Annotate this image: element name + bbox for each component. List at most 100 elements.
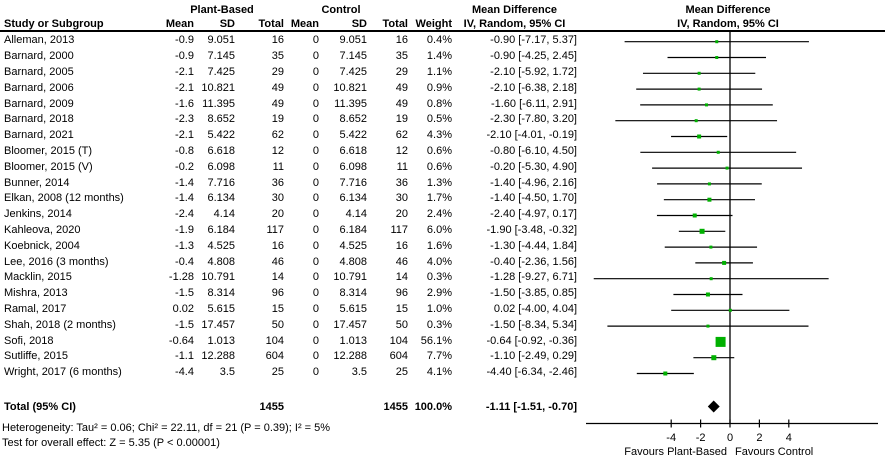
md-ci: -4.40 [-6.34, -2.46] bbox=[486, 366, 578, 379]
c-mean: 0 bbox=[312, 129, 319, 142]
pb-mean: -1.28 bbox=[168, 271, 194, 284]
study-name: Barnard, 2018 bbox=[4, 113, 74, 126]
axis-tick-label: -2 bbox=[696, 432, 706, 444]
header-separator bbox=[0, 30, 885, 32]
column-header-row: Study or Subgroup Mean SD Total Mean SD … bbox=[0, 17, 577, 31]
c-sd: 5.615 bbox=[339, 303, 367, 315]
md-ci: -1.28 [-9.27, 6.71] bbox=[490, 271, 577, 284]
pb-total: 30 bbox=[271, 192, 284, 205]
effect-marker bbox=[699, 228, 705, 234]
study-row: Barnard, 2005 -2.1 7.425 29 0 7.425 29 1.1% -2.1… bbox=[0, 65, 577, 81]
c-sd: 17.457 bbox=[333, 318, 367, 331]
pb-total: 35 bbox=[271, 50, 284, 63]
effect-marker bbox=[711, 355, 717, 361]
plot-title: Mean Difference bbox=[686, 4, 771, 16]
heterogeneity-note: Heterogeneity: Tau² = 0.06; Chi² = 22.11… bbox=[2, 422, 331, 434]
overall-effect-note: Test for overall effect: Z = 5.35 (P < 0… bbox=[2, 437, 220, 449]
c-sd: 7.716 bbox=[339, 176, 367, 189]
c-sd: 6.184 bbox=[339, 224, 367, 236]
pb-mean: -0.9 bbox=[175, 34, 194, 47]
c-total: 12 bbox=[395, 145, 408, 157]
pb-mean: -1.3 bbox=[175, 239, 194, 252]
weight: 4.1% bbox=[426, 366, 452, 379]
weight: 0.3% bbox=[426, 271, 452, 284]
effect-marker bbox=[715, 40, 719, 44]
c-mean: 0 bbox=[312, 239, 319, 252]
c-total: 14 bbox=[395, 271, 408, 284]
pb-total: 62 bbox=[271, 129, 284, 142]
md-ci: -0.40 [-2.36, 1.56] bbox=[490, 255, 577, 268]
study-row: Mishra, 2013 -1.5 8.314 96 0 8.314 96 2.9% -1.50… bbox=[0, 286, 577, 302]
c-mean: 0 bbox=[312, 224, 319, 236]
effect-marker bbox=[697, 71, 701, 75]
total-c-n: 1455 bbox=[383, 400, 408, 413]
c-mean: 0 bbox=[312, 50, 319, 63]
study-name: Bloomer, 2015 (V) bbox=[4, 160, 93, 173]
study-row: Bloomer, 2015 (V) -0.2 6.098 11 0 6.098 11 0.6%… bbox=[0, 160, 577, 176]
weight: 1.3% bbox=[426, 176, 452, 189]
c-sd: 7.145 bbox=[339, 50, 367, 63]
total-md-ci: -1.11 [-1.51, -0.70] bbox=[485, 400, 577, 413]
pb-total: 49 bbox=[271, 97, 284, 110]
pb-total: 36 bbox=[271, 176, 284, 189]
weight: 0.4% bbox=[426, 34, 452, 47]
pb-total: 50 bbox=[271, 318, 284, 331]
study-row: Alleman, 2013 -0.9 9.051 16 0 9.051 16 0.4% -0.9… bbox=[0, 33, 577, 49]
study-name: Bloomer, 2015 (T) bbox=[4, 145, 93, 157]
pb-mean: -1.5 bbox=[175, 318, 194, 331]
study-name: Bunner, 2014 bbox=[4, 176, 70, 189]
study-name: Macklin, 2015 bbox=[4, 271, 72, 284]
c-mean: 0 bbox=[312, 318, 319, 331]
pb-sd-col-header: SD bbox=[219, 17, 235, 30]
c-sd: 5.422 bbox=[339, 129, 367, 142]
md-ci: -1.30 [-4.44, 1.84] bbox=[490, 239, 577, 252]
study-row: Ramal, 2017 0.02 5.615 15 0 5.615 15 1.0% 0.02 [… bbox=[0, 302, 577, 318]
pb-sd: 6.134 bbox=[207, 192, 235, 205]
study-row: Barnard, 2000 -0.9 7.145 35 0 7.145 35 1.4% -0.9… bbox=[0, 49, 577, 65]
pb-sd: 3.5 bbox=[219, 366, 235, 379]
c-mean: 0 bbox=[312, 271, 319, 284]
pb-sd: 8.314 bbox=[207, 287, 235, 300]
c-mean: 0 bbox=[312, 66, 319, 78]
md-ci: -2.40 [-4.97, 0.17] bbox=[490, 208, 577, 221]
study-name: Sutliffe, 2015 bbox=[4, 350, 69, 363]
c-total: 19 bbox=[395, 113, 408, 126]
pb-total: 49 bbox=[271, 81, 284, 94]
effect-marker bbox=[705, 292, 710, 297]
c-total: 50 bbox=[395, 318, 408, 331]
pb-total: 25 bbox=[271, 366, 284, 379]
study-col-header: Study or Subgroup bbox=[4, 17, 104, 30]
study-name: Wright, 2017 (6 months) bbox=[4, 366, 122, 379]
weight: 0.3% bbox=[426, 318, 452, 331]
pb-total: 12 bbox=[271, 145, 284, 157]
weight: 0.5% bbox=[426, 113, 452, 126]
pb-mean: -2.1 bbox=[175, 66, 194, 78]
study-row: Barnard, 2009 -1.6 11.395 49 0 11.395 49 0.8% -1… bbox=[0, 97, 577, 113]
c-total: 117 bbox=[390, 224, 408, 236]
md-ci: -1.50 [-3.85, 0.85] bbox=[490, 287, 577, 300]
weight: 1.6% bbox=[426, 239, 452, 252]
md-ci: -1.40 [-4.50, 1.70] bbox=[490, 192, 577, 205]
md-ci: -1.50 [-8.34, 5.34] bbox=[490, 318, 577, 331]
pb-total: 14 bbox=[271, 271, 284, 284]
total-weight: 100.0% bbox=[414, 400, 452, 413]
md-ci: -0.80 [-6.10, 4.50] bbox=[490, 145, 577, 157]
weight: 2.4% bbox=[426, 208, 452, 221]
c-total: 62 bbox=[395, 129, 408, 142]
c-mean: 0 bbox=[312, 113, 319, 126]
effect-marker bbox=[715, 336, 726, 347]
c-total: 11 bbox=[396, 160, 408, 173]
study-row: Bloomer, 2015 (T) -0.8 6.618 12 0 6.618 12 0.6%… bbox=[0, 144, 577, 160]
pb-total: 117 bbox=[266, 224, 284, 236]
c-total: 16 bbox=[395, 239, 408, 252]
pb-mean: -1.1 bbox=[175, 350, 194, 363]
study-row: Macklin, 2015 -1.28 10.791 14 0 10.791 14 0.3% -… bbox=[0, 270, 577, 286]
md-ci: 0.02 [-4.00, 4.04] bbox=[493, 303, 577, 315]
study-row: Barnard, 2018 -2.3 8.652 19 0 8.652 19 0.5% -2.3… bbox=[0, 112, 577, 128]
pb-total: 104 bbox=[265, 334, 284, 347]
c-total: 15 bbox=[395, 303, 408, 315]
c-sd: 9.051 bbox=[339, 34, 367, 47]
plant-based-group-header: Plant-Based bbox=[190, 4, 254, 16]
c-mean: 0 bbox=[312, 334, 319, 347]
effect-marker bbox=[728, 308, 732, 312]
